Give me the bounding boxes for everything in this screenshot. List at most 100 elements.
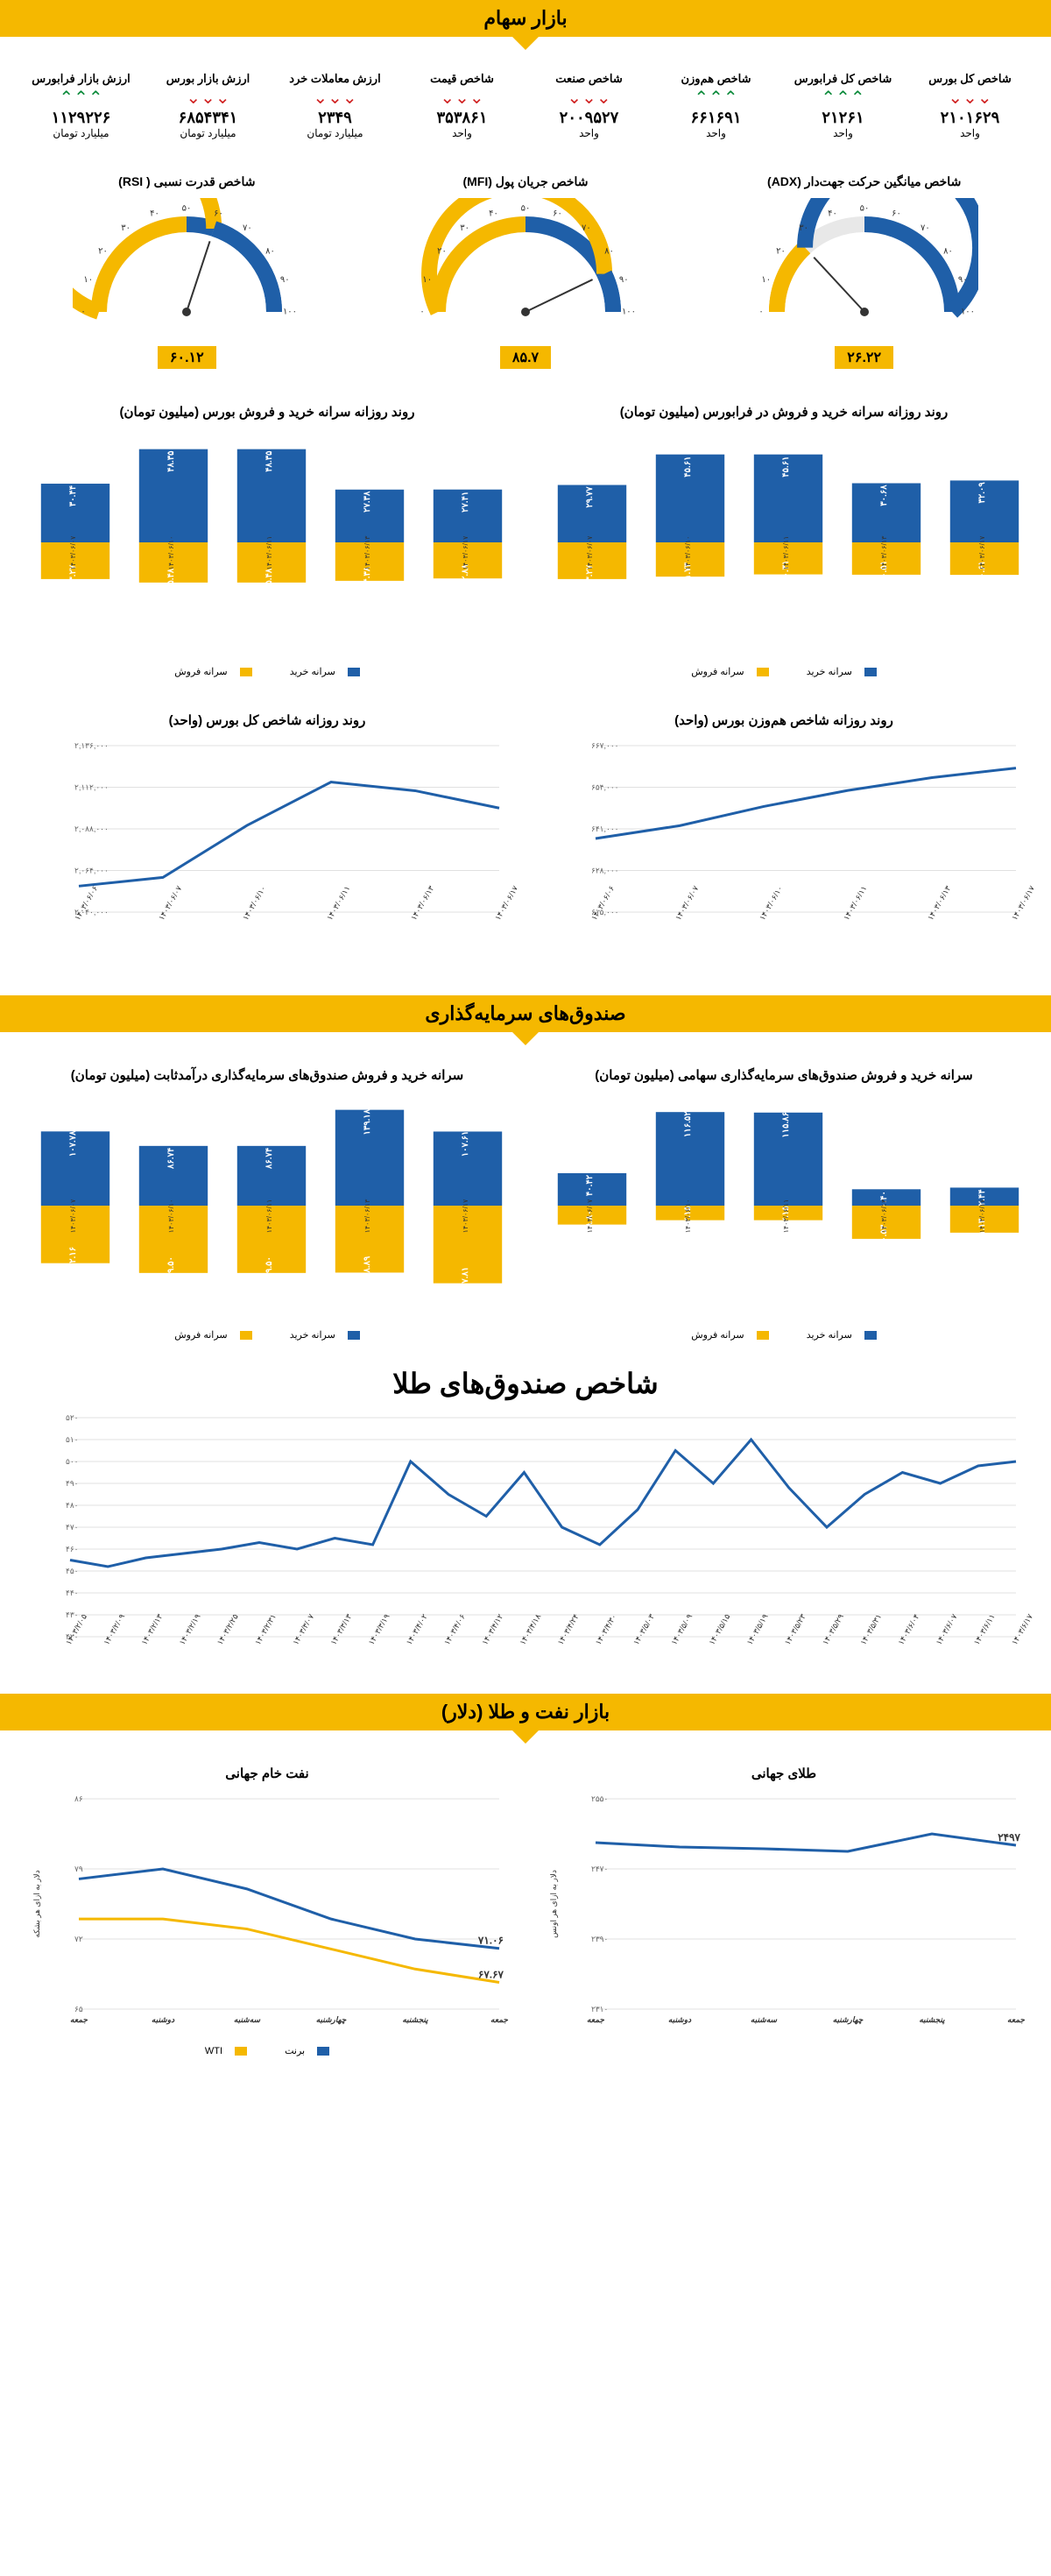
svg-text:۵۰۰: ۵۰۰ (66, 1457, 79, 1466)
svg-text:۱۴۰۳/۰۶/۱۰: ۱۴۰۳/۰۶/۱۰ (241, 884, 268, 922)
svg-text:۶۰: ۶۰ (553, 209, 562, 218)
svg-text:۳۰: ۳۰ (460, 223, 469, 233)
svg-text:۱۴۰۳/۰۶/۱۱: ۱۴۰۳/۰۶/۱۱ (782, 536, 790, 570)
svg-text:۲۵۵۰: ۲۵۵۰ (591, 1794, 608, 1803)
line-chart: ۲۳۱۰۲۳۹۰۲۴۷۰۲۵۵۰جمعهدوشنبهسه‌شنبهچهارشنب… (543, 1790, 1033, 2035)
kpi: ارزش بازار فرابورس ⌃⌃⌃ ۱۱۲۹۲۲۶ میلیارد ت… (18, 72, 145, 139)
svg-text:۱۴۰۳/۰۶/۱۱: ۱۴۰۳/۰۶/۱۱ (842, 884, 869, 922)
svg-text:۷۱.۰۶: ۷۱.۰۶ (477, 1935, 504, 1947)
line-series (79, 1869, 499, 1949)
svg-text:۵۰: ۵۰ (521, 204, 531, 214)
line-series (79, 1919, 499, 1982)
svg-text:۱۰۰: ۱۰۰ (283, 308, 297, 317)
svg-text:۱۴۰۳/۰۶/۱۱: ۱۴۰۳/۰۶/۱۱ (325, 884, 352, 922)
svg-text:۱۳۷.۸۱: ۱۳۷.۸۱ (461, 1267, 470, 1293)
svg-text:۵۱۰: ۵۱۰ (66, 1435, 79, 1444)
svg-text:۵۲۰: ۵۲۰ (66, 1413, 79, 1422)
svg-text:۲۳۹۰: ۲۳۹۰ (591, 1935, 608, 1943)
svg-text:۲۴۹۷: ۲۴۹۷ (998, 1831, 1020, 1844)
svg-text:۴۸.۳۵: ۴۸.۳۵ (166, 450, 176, 472)
svg-text:۱۴۰۳/۳/۱۳: ۱۴۰۳/۳/۱۳ (328, 1612, 353, 1646)
svg-text:۲,۱۱۲,۰۰۰: ۲,۱۱۲,۰۰۰ (74, 783, 109, 792)
svg-text:۷۰: ۷۰ (582, 223, 591, 233)
svg-text:۱۴۰۳/۵/۲۳: ۱۴۰۳/۵/۲۳ (783, 1612, 808, 1646)
svg-text:۶۵: ۶۵ (74, 2005, 83, 2013)
svg-text:۴۹۰: ۴۹۰ (66, 1479, 79, 1488)
svg-text:۱۴۰۳/۰۶/۱۷: ۱۴۰۳/۰۶/۱۷ (493, 884, 517, 922)
kpi-label: شاخص قیمت (399, 72, 526, 86)
gauge-value: ۸۵.۷ (500, 346, 551, 369)
svg-text:۱۴۰۳/۰۶/۱۷: ۱۴۰۳/۰۶/۱۷ (978, 1199, 986, 1234)
svg-text:۱۰۷.۷۸: ۱۰۷.۷۸ (68, 1130, 78, 1157)
svg-text:سه‌شنبه: سه‌شنبه (751, 2015, 778, 2024)
svg-text:۷۰: ۷۰ (921, 223, 930, 233)
svg-text:۱۴۰۳/۰۶/۱۳: ۱۴۰۳/۰۶/۱۳ (363, 1199, 371, 1234)
svg-text:۶۰: ۶۰ (214, 209, 223, 218)
svg-text:۱۴۰۳/۶/۰۴: ۱۴۰۳/۶/۰۴ (896, 1612, 921, 1646)
chart-title-worldgold: طلای جهانی (534, 1766, 1033, 1781)
kpi-arrow-icon: ⌄⌄⌄ (526, 89, 652, 107)
svg-text:۴۰.۴۲: ۴۰.۴۲ (585, 1174, 595, 1196)
svg-text:۸۶.۷۴: ۸۶.۷۴ (265, 1148, 274, 1170)
svg-text:۱۴۰۳/۰۶/۱۳: ۱۴۰۳/۰۶/۱۳ (880, 1199, 888, 1234)
svg-text:۱۱۹.۵۰: ۱۱۹.۵۰ (166, 1256, 176, 1283)
line-series (596, 1834, 1016, 1851)
svg-text:۱۴۰۳/۰۶/۱۰: ۱۴۰۳/۰۶/۱۰ (684, 536, 692, 570)
svg-text:۶۷.۶۷: ۶۷.۶۷ (478, 1968, 504, 1980)
svg-text:۵۰: ۵۰ (182, 204, 192, 214)
kpi-unit: میلیارد تومان (272, 127, 399, 139)
svg-text:۱۴۰۳/۰۶/۱۰: ۱۴۰۳/۰۶/۱۰ (167, 1200, 175, 1234)
kpi-label: ارزش بازار بورس (145, 72, 272, 86)
svg-text:۱۴۰۳/۰۶/۱۰: ۱۴۰۳/۰۶/۱۰ (167, 536, 175, 570)
kpi-label: شاخص کل فرابورس (779, 72, 906, 86)
svg-text:دلار به ازای هر بشکه: دلار به ازای هر بشکه (32, 1870, 42, 1937)
chart-title-faraboors: روند روزانه سرانه خرید و فروش در فرابورس… (534, 404, 1033, 420)
svg-text:۹۰: ۹۰ (280, 275, 290, 285)
svg-text:۷۰: ۷۰ (243, 223, 252, 233)
svg-text:پنجشنبه: پنجشنبه (402, 2015, 428, 2025)
legend-oil: برنت WTI (18, 2045, 517, 2056)
svg-text:۲,۰۸۸,۰۰۰: ۲,۰۸۸,۰۰۰ (74, 824, 109, 833)
svg-text:۱۴۰۳/۲/۱۳: ۱۴۰۳/۲/۱۳ (139, 1612, 164, 1646)
kpi: شاخص کل بورس ⌄⌄⌄ ۲۱۰۱۶۲۹ واحد (906, 72, 1033, 139)
kpi-unit: میلیارد تومان (145, 127, 272, 139)
svg-text:۴۰: ۴۰ (828, 209, 837, 218)
kpi-value: ۱۱۲۹۲۲۶ (18, 109, 145, 127)
kpi-value: ۶۸۵۴۳۴۱ (145, 109, 272, 127)
svg-text:۳۰.۴۴: ۳۰.۴۴ (68, 485, 78, 506)
svg-text:۱۴۰۳/۰۶/۱۷: ۱۴۰۳/۰۶/۱۷ (1010, 884, 1033, 922)
section-header-funds: صندوق‌های سرمایه‌گذاری (0, 995, 1051, 1032)
line-chart: ۲,۰۴۰,۰۰۰۲,۰۶۴,۰۰۰۲,۰۸۸,۰۰۰۲,۱۱۲,۰۰۰۲,۱۳… (26, 737, 517, 965)
svg-text:۶۰: ۶۰ (892, 209, 901, 218)
svg-text:۴۵.۶۱: ۴۵.۶۱ (781, 456, 791, 478)
svg-text:۴۰: ۴۰ (489, 209, 498, 218)
svg-text:۱۰۲.۱۶: ۱۰۲.۱۶ (68, 1247, 78, 1273)
svg-text:۰: ۰ (81, 308, 86, 317)
svg-text:۱۴۰۳/۵/۳۱: ۱۴۰۳/۵/۳۱ (858, 1612, 883, 1646)
svg-text:۱۴۰۳/۳/۰۷: ۱۴۰۳/۳/۰۷ (291, 1612, 315, 1646)
gauge-svg: ۰۱۰۲۰۳۰۴۰۵۰۶۰۷۰۸۰۹۰۱۰۰ (751, 198, 978, 338)
svg-text:۰: ۰ (420, 308, 424, 317)
svg-text:۱۴۰۳/۵/۲۹: ۱۴۰۳/۵/۲۹ (821, 1612, 845, 1646)
svg-text:۱۴۰۳/۴/۱۲: ۱۴۰۳/۴/۱۲ (480, 1612, 504, 1646)
svg-text:۸۰: ۸۰ (943, 246, 953, 256)
svg-text:۲۰: ۲۰ (98, 246, 108, 256)
kpi-unit: میلیارد تومان (18, 127, 145, 139)
svg-text:دوشنبه: دوشنبه (668, 2015, 692, 2025)
svg-text:۱۴۰۳/۶/۱۱: ۱۴۰۳/۶/۱۱ (972, 1612, 997, 1646)
gauge-title: شاخص میانگین حرکت جهت‌دار (ADX) (695, 174, 1033, 189)
svg-text:۱۴۰۳/۲/۰۹: ۱۴۰۳/۲/۰۹ (102, 1612, 126, 1646)
gauge-title: شاخص جریان پول (MFI) (356, 174, 695, 189)
svg-text:۴۷۰: ۴۷۰ (66, 1523, 79, 1532)
chart-title-sabet: سرانه خرید و فروش صندوق‌های سرمایه‌گذاری… (18, 1067, 517, 1083)
svg-text:۴۴۰: ۴۴۰ (66, 1589, 79, 1597)
svg-text:۱۴۰۳/۰۶/۱۰: ۱۴۰۳/۰۶/۱۰ (758, 884, 785, 922)
svg-text:۳۰: ۳۰ (799, 223, 808, 233)
svg-text:۴۸۰: ۴۸۰ (66, 1501, 79, 1510)
svg-text:۴۰: ۴۰ (150, 209, 159, 218)
line-chart: ۴۲۰۴۳۰۴۴۰۴۵۰۴۶۰۴۷۰۴۸۰۴۹۰۵۰۰۵۱۰۵۲۰۱۴۰۳/۲/… (18, 1409, 1033, 1689)
svg-text:۲۰: ۲۰ (437, 246, 447, 256)
gauge: شاخص جریان پول (MFI) ۰۱۰۲۰۳۰۴۰۵۰۶۰۷۰۸۰۹۰… (356, 174, 695, 369)
kpi-value: ۲۱۰۱۶۲۹ (906, 109, 1033, 127)
kpi: ارزش بازار بورس ⌄⌄⌄ ۶۸۵۴۳۴۱ میلیارد توما… (145, 72, 272, 139)
